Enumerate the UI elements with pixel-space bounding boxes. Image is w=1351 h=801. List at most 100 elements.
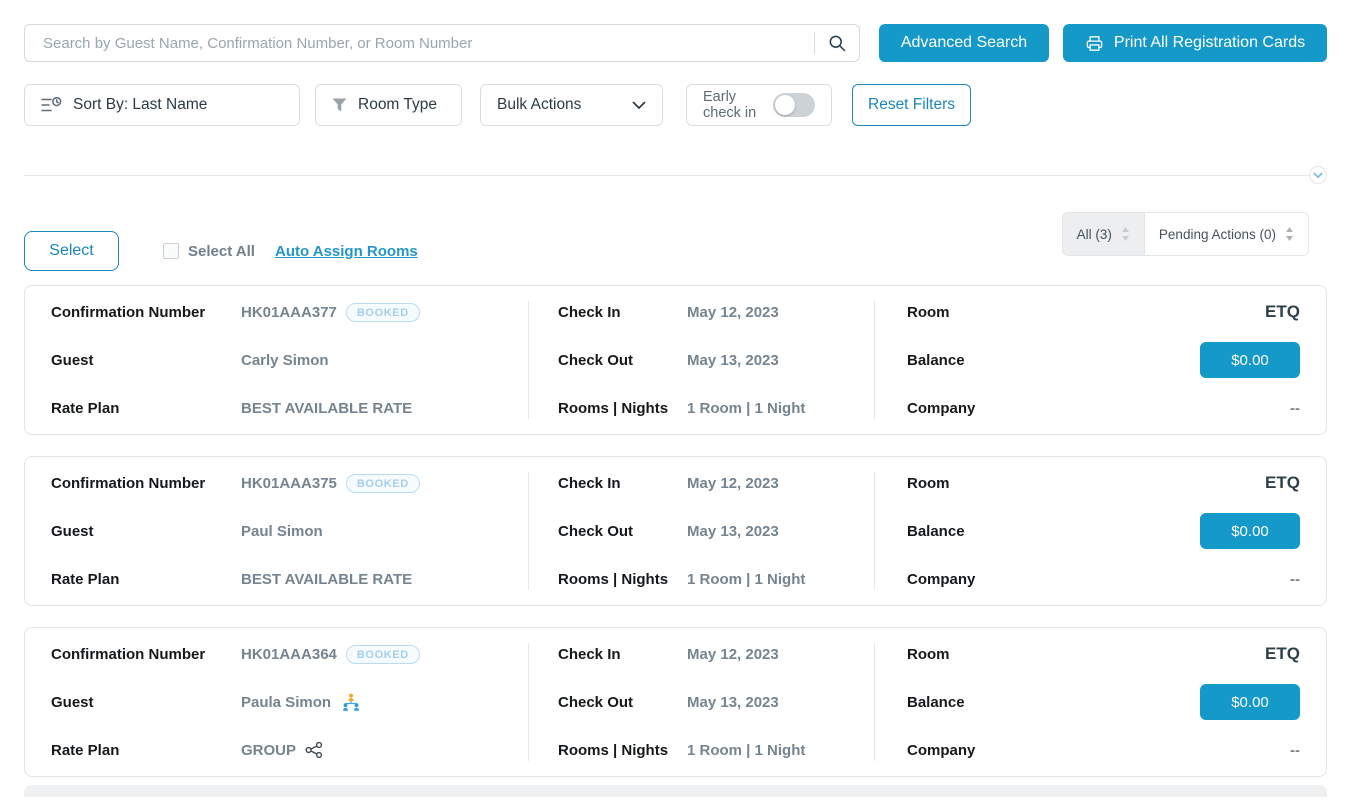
rooms-nights-row: Rooms | Nights 1 Room | 1 Night bbox=[558, 739, 874, 761]
guest-label: Guest bbox=[51, 522, 94, 540]
check-out-value: May 13, 2023 bbox=[687, 351, 779, 369]
tab-all-label: All (3) bbox=[1076, 226, 1112, 242]
confirmation-number-label: Confirmation Number bbox=[51, 303, 206, 321]
search-divider bbox=[814, 32, 815, 54]
collapse-divider bbox=[24, 166, 1327, 184]
company-label: Company bbox=[907, 399, 976, 417]
auto-assign-rooms-link[interactable]: Auto Assign Rooms bbox=[274, 242, 418, 260]
select-all-checkbox[interactable] bbox=[163, 243, 179, 259]
room-value: ETQ bbox=[1265, 473, 1300, 492]
select-all-label: Select All bbox=[188, 242, 255, 260]
printer-icon bbox=[1085, 34, 1104, 53]
advanced-search-button[interactable]: Advanced Search bbox=[879, 24, 1049, 62]
rate-plan-row: Rate Plan BEST AVAILABLE RATE bbox=[51, 397, 508, 419]
check-out-row: Check Out May 13, 2023 bbox=[558, 349, 874, 371]
check-in-label: Check In bbox=[558, 303, 621, 321]
reservation-card[interactable]: Confirmation Number HK01AAA377 BOOKED Gu… bbox=[24, 285, 1327, 435]
check-in-value: May 12, 2023 bbox=[687, 303, 779, 321]
rate-plan-label: Rate Plan bbox=[51, 570, 120, 588]
check-out-row: Check Out May 13, 2023 bbox=[558, 520, 874, 542]
filter-funnel-icon bbox=[332, 98, 347, 112]
balance-button[interactable]: $0.00 bbox=[1200, 513, 1300, 549]
room-row: Room ETQ bbox=[907, 643, 1300, 665]
next-card-peek bbox=[24, 785, 1327, 797]
guest-row: Guest Paula Simon bbox=[51, 691, 508, 713]
room-row: Room ETQ bbox=[907, 472, 1300, 494]
early-check-in-toggle[interactable] bbox=[773, 93, 815, 117]
balance-button[interactable]: $0.00 bbox=[1200, 684, 1300, 720]
guest-label: Guest bbox=[51, 693, 94, 711]
tab-pending-actions-label: Pending Actions (0) bbox=[1158, 226, 1276, 242]
collapse-chevron-button[interactable] bbox=[1309, 166, 1327, 184]
guest-value: Carly Simon bbox=[241, 351, 329, 369]
balance-label: Balance bbox=[907, 522, 965, 540]
check-in-label: Check In bbox=[558, 474, 621, 492]
rate-plan-label: Rate Plan bbox=[51, 399, 120, 417]
print-all-registration-cards-button[interactable]: Print All Registration Cards bbox=[1063, 24, 1327, 62]
rate-plan-value: BEST AVAILABLE RATE bbox=[241, 399, 413, 417]
guest-group-icon bbox=[340, 693, 362, 711]
reservations-page: Advanced Search Print All Registration C… bbox=[0, 24, 1351, 797]
divider-line bbox=[24, 174, 1309, 176]
search-icon[interactable] bbox=[827, 33, 847, 53]
card-dates-column: Check In May 12, 2023 Check Out May 13, … bbox=[528, 643, 874, 761]
rate-plan-row: Rate Plan GROUP bbox=[51, 739, 508, 761]
room-label: Room bbox=[907, 645, 950, 663]
company-value: -- bbox=[1290, 399, 1300, 417]
tab-all[interactable]: All (3) bbox=[1062, 213, 1144, 255]
search-input[interactable] bbox=[41, 33, 806, 53]
early-check-in-label: Early check in bbox=[703, 89, 757, 121]
balance-row: Balance $0.00 bbox=[907, 342, 1300, 378]
bulk-actions-dropdown[interactable]: Bulk Actions bbox=[480, 84, 663, 126]
balance-button[interactable]: $0.00 bbox=[1200, 342, 1300, 378]
company-row: Company -- bbox=[907, 739, 1300, 761]
room-label: Room bbox=[907, 474, 950, 492]
rate-plan-row: Rate Plan BEST AVAILABLE RATE bbox=[51, 568, 508, 590]
card-booking-column: Confirmation Number HK01AAA364 BOOKED Gu… bbox=[25, 643, 528, 761]
confirmation-number-row: Confirmation Number HK01AAA375 BOOKED bbox=[51, 472, 508, 494]
guest-row: Guest Paul Simon bbox=[51, 520, 508, 542]
tab-pending-actions[interactable]: Pending Actions (0) bbox=[1143, 213, 1308, 255]
rooms-nights-label: Rooms | Nights bbox=[558, 741, 669, 759]
room-type-filter[interactable]: Room Type bbox=[315, 84, 462, 126]
search-box bbox=[24, 24, 860, 62]
card-dates-column: Check In May 12, 2023 Check Out May 13, … bbox=[528, 301, 874, 419]
confirmation-number-value: HK01AAA364 BOOKED bbox=[241, 644, 420, 664]
balance-row: Balance $0.00 bbox=[907, 684, 1300, 720]
room-type-label: Room Type bbox=[358, 96, 437, 113]
card-dates-column: Check In May 12, 2023 Check Out May 13, … bbox=[528, 472, 874, 590]
reset-filters-button[interactable]: Reset Filters bbox=[852, 84, 971, 126]
sort-by-dropdown[interactable]: Sort By: Last Name bbox=[24, 84, 300, 126]
sort-icon bbox=[41, 97, 62, 113]
actions-row: Select Select All Auto Assign Rooms All … bbox=[24, 212, 1327, 271]
sorter-icon bbox=[1121, 227, 1129, 241]
toggle-knob bbox=[775, 95, 795, 115]
reservation-card[interactable]: Confirmation Number HK01AAA364 BOOKED Gu… bbox=[24, 627, 1327, 777]
check-out-label: Check Out bbox=[558, 351, 634, 369]
card-room-balance-column: Room ETQ Balance $0.00 Company -- bbox=[874, 472, 1326, 590]
rate-plan-label: Rate Plan bbox=[51, 741, 120, 759]
card-booking-column: Confirmation Number HK01AAA375 BOOKED Gu… bbox=[25, 472, 528, 590]
rooms-nights-label: Rooms | Nights bbox=[558, 570, 669, 588]
rooms-nights-value: 1 Room | 1 Night bbox=[687, 741, 806, 759]
company-row: Company -- bbox=[907, 397, 1300, 419]
card-room-balance-column: Room ETQ Balance $0.00 Company -- bbox=[874, 301, 1326, 419]
confirmation-number-row: Confirmation Number HK01AAA377 BOOKED bbox=[51, 301, 508, 323]
room-value: ETQ bbox=[1265, 302, 1300, 321]
check-out-row: Check Out May 13, 2023 bbox=[558, 691, 874, 713]
rooms-nights-value: 1 Room | 1 Night bbox=[687, 570, 806, 588]
select-button[interactable]: Select bbox=[24, 231, 119, 271]
confirmation-number-value: HK01AAA375 BOOKED bbox=[241, 473, 420, 493]
rooms-nights-row: Rooms | Nights 1 Room | 1 Night bbox=[558, 568, 874, 590]
room-value: ETQ bbox=[1265, 644, 1300, 663]
company-value: -- bbox=[1290, 570, 1300, 588]
balance-label: Balance bbox=[907, 693, 965, 711]
room-label: Room bbox=[907, 303, 950, 321]
check-in-label: Check In bbox=[558, 645, 621, 663]
reservation-card[interactable]: Confirmation Number HK01AAA375 BOOKED Gu… bbox=[24, 456, 1327, 606]
bulk-actions-label: Bulk Actions bbox=[497, 96, 582, 113]
status-badge: BOOKED bbox=[345, 644, 420, 664]
check-out-label: Check Out bbox=[558, 693, 634, 711]
company-label: Company bbox=[907, 741, 976, 759]
company-label: Company bbox=[907, 570, 976, 588]
